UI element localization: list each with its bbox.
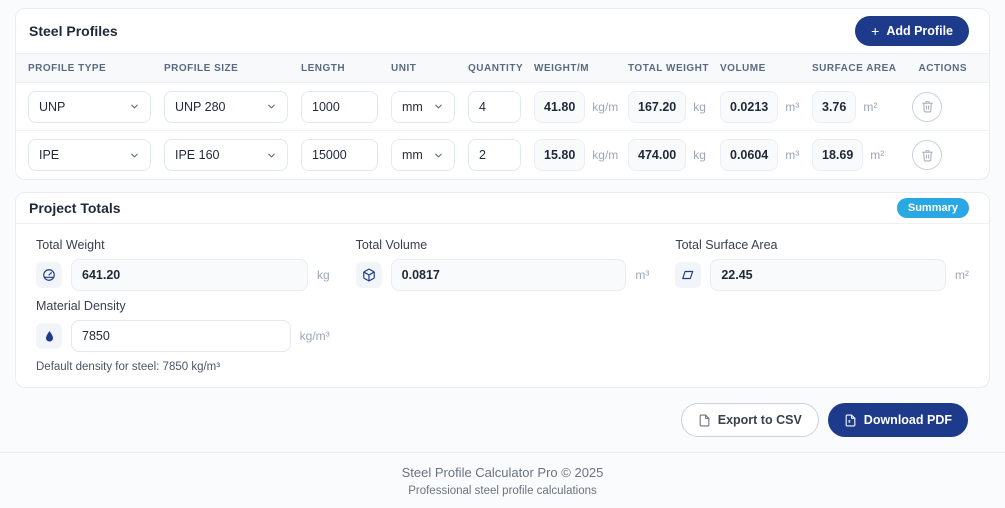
profile-size-value: IPE 160 [175, 148, 220, 162]
volume-value: 0.0213 [720, 90, 779, 123]
profile-row-2: IPE IPE 160 mm 15.80 kg/m [16, 131, 989, 179]
material-density-field: Material Density kg/m³ Default density f… [36, 291, 330, 373]
col-quantity: QUANTITY [468, 62, 524, 74]
droplet-icon [36, 323, 62, 349]
total-weight-field: Total Weight kg [36, 230, 330, 291]
col-surface-area: SURFACE AREA [812, 62, 897, 74]
weight-per-m-unit: kg/m [592, 99, 619, 114]
totals-body: Total Weight kg Total Volume [16, 224, 989, 387]
total-volume-unit: m³ [635, 268, 650, 282]
cube-icon [355, 262, 382, 288]
unit-value: mm [402, 148, 423, 162]
surface-area-unit: m² [870, 148, 885, 162]
profile-size-select[interactable]: UNP 280 [164, 90, 288, 123]
total-volume-label: Total Volume [355, 238, 428, 252]
total-weight-unit: kg [693, 148, 706, 162]
density-helper-text: Default density for steel: 7850 kg/m³ [36, 361, 221, 373]
totals-title: Project Totals [29, 200, 121, 216]
volume-unit: m³ [785, 148, 800, 162]
weight-per-m-unit: kg/m [592, 148, 619, 162]
profile-type-value: UNP [39, 99, 66, 114]
summary-badge: Summary [896, 198, 969, 218]
download-pdf-label: Download PDF [863, 413, 952, 427]
trash-icon [921, 149, 933, 161]
profile-size-value: UNP 280 [175, 99, 226, 114]
chevron-down-icon [131, 153, 138, 157]
profiles-card-header: Steel Profiles + Add Profile [16, 9, 989, 53]
quantity-input[interactable] [468, 90, 521, 123]
file-icon [699, 414, 710, 426]
total-surface-area-input [710, 259, 946, 291]
total-surface-area-field: Total Surface Area m² [675, 230, 969, 291]
material-density-label: Material Density [36, 299, 126, 313]
steel-profiles-card: Steel Profiles + Add Profile PROFILE TYP… [15, 8, 990, 180]
weight-per-m-value: 41.80 [534, 90, 586, 123]
volume-unit: m³ [785, 99, 800, 114]
profile-type-select[interactable]: IPE [28, 139, 151, 171]
download-pdf-button[interactable]: Download PDF [827, 403, 968, 437]
weight-per-m-value: 15.80 [534, 139, 586, 171]
total-surface-area-label: Total Surface Area [675, 238, 778, 252]
quantity-input[interactable] [468, 139, 521, 171]
surface-area-value: 18.69 [812, 139, 864, 171]
profile-row-1: UNP UNP 280 mm 41.80 kg/m [16, 83, 989, 131]
total-weight-unit: kg [316, 268, 330, 282]
surface-area-value: 3.76 [812, 90, 857, 123]
add-profile-button[interactable]: + Add Profile [855, 16, 969, 46]
plus-icon: + [871, 23, 880, 39]
surface-area-unit: m² [863, 99, 878, 114]
profiles-title: Steel Profiles [29, 23, 118, 39]
col-unit: UNIT [391, 62, 417, 74]
length-input[interactable] [301, 90, 378, 123]
length-input[interactable] [301, 139, 378, 171]
total-volume-input [390, 259, 627, 291]
unit-select[interactable]: mm [391, 90, 455, 123]
chevron-down-icon [131, 104, 138, 109]
chevron-down-icon [435, 104, 442, 109]
col-weight-per-m: WEIGHT/M [534, 62, 590, 74]
footer-copyright: Steel Profile Calculator Pro © 2025 [401, 465, 604, 480]
total-weight-value: 167.20 [628, 90, 687, 123]
steel-profile-calculator-page: Steel Profiles + Add Profile PROFILE TYP… [0, 8, 1005, 508]
unit-select[interactable]: mm [391, 139, 455, 171]
total-weight-label: Total Weight [36, 238, 105, 252]
footer-tagline: Professional steel profile calculations [408, 485, 597, 497]
project-totals-card: Project Totals Summary Total Weight kg T… [15, 192, 990, 388]
chevron-down-icon [435, 153, 442, 157]
total-surface-area-unit: m² [954, 268, 969, 282]
trash-icon [921, 101, 933, 113]
delete-row-button[interactable] [912, 140, 942, 170]
col-actions: ACTIONS [918, 62, 967, 74]
unit-value: mm [402, 99, 423, 114]
material-density-unit: kg/m³ [299, 329, 330, 343]
chevron-down-icon [268, 153, 275, 157]
col-total-weight: TOTAL WEIGHT [628, 62, 709, 74]
profile-size-select[interactable]: IPE 160 [164, 139, 288, 171]
chevron-down-icon [268, 104, 275, 109]
total-weight-value: 474.00 [628, 139, 687, 171]
scale-gauge-icon [36, 262, 62, 288]
page-footer: Steel Profile Calculator Pro © 2025 Prof… [0, 452, 1005, 497]
delete-row-button[interactable] [912, 91, 942, 122]
col-profile-size: PROFILE SIZE [164, 62, 239, 74]
density-row: Material Density kg/m³ Default density f… [36, 291, 969, 373]
volume-value: 0.0604 [720, 139, 779, 171]
pdf-file-icon [845, 414, 856, 426]
col-length: LENGTH [301, 62, 346, 74]
col-profile-type: PROFILE TYPE [28, 62, 107, 74]
material-density-input[interactable] [71, 320, 291, 352]
totals-card-header: Project Totals Summary [16, 193, 989, 224]
bottom-actions: Export to CSV Download PDF [0, 403, 968, 437]
surface-area-icon [675, 262, 702, 288]
profile-type-value: IPE [39, 148, 60, 162]
export-csv-label: Export to CSV [717, 413, 802, 427]
col-volume: VOLUME [720, 62, 766, 74]
add-profile-label: Add Profile [886, 24, 953, 38]
profile-type-select[interactable]: UNP [28, 90, 151, 123]
total-volume-field: Total Volume m³ [355, 230, 650, 291]
total-weight-unit: kg [693, 99, 706, 114]
table-header-row: PROFILE TYPE PROFILE SIZE LENGTH UNIT QU… [16, 53, 989, 83]
total-weight-input [71, 259, 308, 291]
export-csv-button[interactable]: Export to CSV [680, 403, 819, 437]
